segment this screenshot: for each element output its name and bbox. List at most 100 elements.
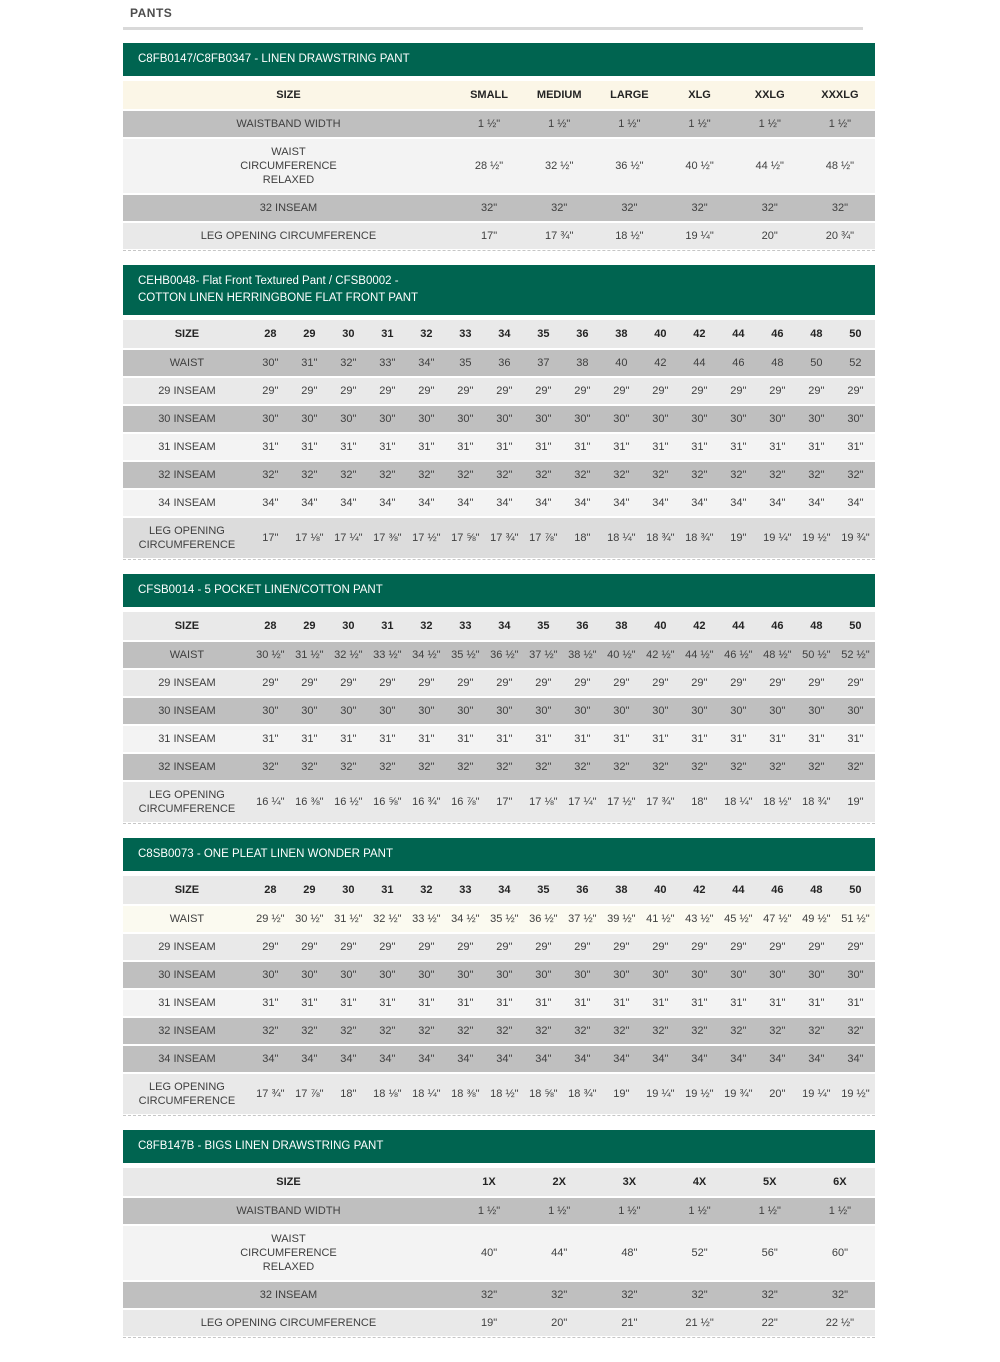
size-value: 34" [418,357,435,369]
size-value: 31" [496,997,513,1009]
table-title-bar: CFSB0014 - 5 POCKET LINEN/COTTON PANT [123,574,875,607]
size-value: 31" [301,441,318,453]
size-value: 29" [769,677,786,689]
column-header: 50 [849,328,862,340]
size-value: 29" [496,677,513,689]
size-value: 52 ½" [841,649,870,661]
column-header: XXXLG [821,89,859,101]
measurement-row: 34 INSEAM 34" 34" 34" 34" 34" 34" 34" 34" 34" 34" 3… [123,1045,875,1073]
size-value: 29" [574,677,591,689]
size-value: 46 ½" [724,649,753,661]
size-value: 36 [498,357,511,369]
row-label: 30 INSEAM [158,705,216,717]
size-value: 29" [691,941,708,953]
size-value: 37 ½" [529,649,558,661]
size-value: 29" [418,385,435,397]
size-value: 17 ⅞" [529,532,558,544]
size-value: 36 ½" [490,649,519,661]
size-value: 17 ⅝" [451,532,480,544]
size-value: 32" [457,1025,474,1037]
size-value: 31" [457,441,474,453]
size-value: 29" [769,941,786,953]
size-value: 32" [496,469,513,481]
column-header: 42 [693,620,706,632]
size-value: 32" [761,1289,778,1301]
size-value: 17 ¼" [334,532,363,544]
measurement-row: 31 INSEAM 31" 31" 31" 31" 31" 31" 31" 31" 31" 31" 3… [123,725,875,753]
size-value: 48 ½" [825,160,855,172]
measurement-row: 30 INSEAM 30" 30" 30" 30" 30" 30" 30" 30" 30" 30" 3… [123,961,875,989]
size-value: 30" [730,969,747,981]
row-label: 29 INSEAM [158,385,216,397]
column-header: 48 [810,620,823,632]
size-value: 18 ⅛" [373,1088,402,1100]
size-value: 34" [301,497,318,509]
size-value: 17 ¾" [646,796,675,808]
size-value: 32" [574,761,591,773]
size-value: 29" [379,677,396,689]
measurement-row: LEG OPENING CIRCUMFERENCE 17 ¾" 17 ⅞" 18" 18… [123,1073,875,1114]
row-label: 31 INSEAM [158,997,216,1009]
size-value: 32" [496,761,513,773]
size-value: 31" [652,733,669,745]
size-value: 32 ½" [545,160,574,172]
size-value: 17 ¾" [545,230,574,242]
size-value: 31" [613,441,630,453]
row-label: WAIST CIRCUMFERENCE RELAXED [240,146,337,186]
size-value: 36 ½" [529,913,558,925]
size-value: 30" [301,413,318,425]
size-column-label: SIZE [174,884,200,896]
size-value: 32" [761,202,778,214]
size-chart-bigs-linen-drawstring-pant: C8FB147B - BIGS LINEN DRAWSTRING PANT SIZ… [123,1130,875,1338]
size-value: 32" [831,1289,848,1301]
size-value: 20" [551,1317,568,1329]
size-value: 32" [613,1025,630,1037]
size-value: 29" [418,941,435,953]
column-header: 31 [381,328,394,340]
size-value: 34" [262,497,279,509]
column-header: 34 [498,328,511,340]
column-header: 30 [342,620,355,632]
size-value: 42 [654,357,667,369]
size-value: 1 ½" [688,1205,711,1217]
size-value: 32" [340,761,357,773]
size-value: 1 ½" [477,118,501,130]
size-value: 44 ½" [755,160,784,172]
measurement-row: WAIST CIRCUMFERENCE RELAXED 28 ½" 32 ½" 36 … [123,138,875,194]
column-header: 50 [849,620,862,632]
size-value: 20" [769,1088,786,1100]
size-value: 34 ½" [451,913,480,925]
size-value: 48 ½" [763,649,792,661]
size-value: 56" [761,1247,778,1259]
size-value: 30" [691,705,708,717]
table-title-line: C8FB0147/C8FB0347 - LINEN DRAWSTRING PAN… [138,53,410,65]
size-value: 31" [808,733,825,745]
size-value: 29" [808,941,825,953]
size-value: 48" [621,1247,638,1259]
column-header: 32 [420,328,433,340]
column-header: 40 [654,620,667,632]
size-value: 29" [262,677,279,689]
size-table-grid: SIZE 28 29 30 31 32 33 34 35 36 38 40 42 44 46 48 50 WAIS… [123,318,875,558]
size-value: 30" [769,705,786,717]
size-value: 30" [262,357,279,369]
size-value: 32" [613,761,630,773]
size-value: 31" [301,733,318,745]
size-value: 50 ½" [802,649,831,661]
size-value: 32" [730,761,747,773]
size-value: 19 ¼" [802,1088,831,1100]
size-value: 30" [847,705,864,717]
page-title: PANTS [130,6,173,20]
size-value: 34" [847,497,864,509]
size-value: 30" [457,705,474,717]
size-value: 17 ⅛" [529,796,558,808]
size-value: 34" [808,497,825,509]
size-value: 31" [496,733,513,745]
size-value: 49 ½" [802,913,831,925]
size-value: 47 ½" [763,913,792,925]
column-header: 29 [303,884,316,896]
size-value: 30" [808,969,825,981]
size-value: 37 [537,357,550,369]
size-value: 19 ¾" [724,1088,753,1100]
measurement-row: 31 INSEAM 31" 31" 31" 31" 31" 31" 31" 31" 31" 31" 3… [123,989,875,1017]
